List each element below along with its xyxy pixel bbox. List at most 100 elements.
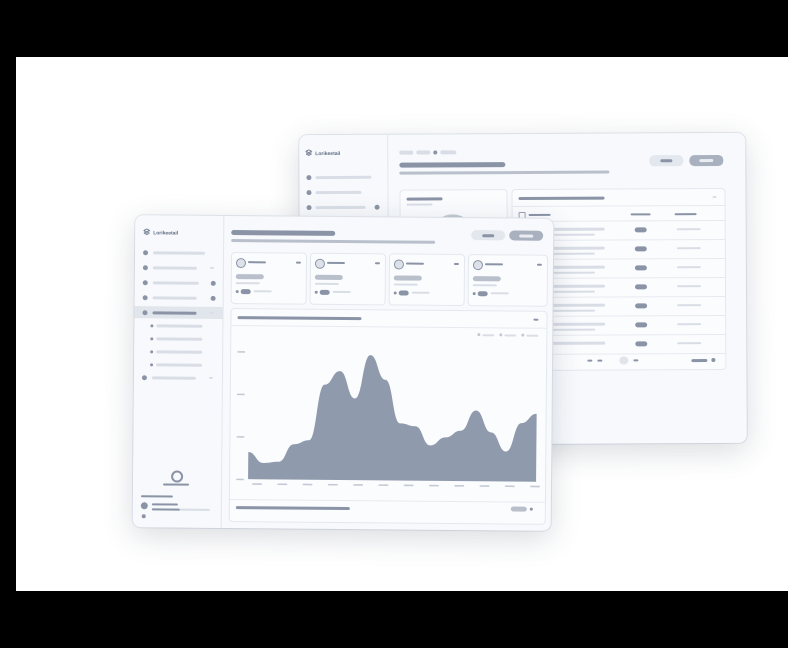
back-col-header-3[interactable] xyxy=(674,213,697,216)
back-col-header-2[interactable] xyxy=(630,213,651,216)
chart-menu-icon[interactable] xyxy=(533,318,539,321)
trend-badge xyxy=(240,289,251,295)
back-page-subtitle xyxy=(399,170,610,175)
legend-marker-2 xyxy=(499,333,503,337)
subnav-item-2[interactable] xyxy=(156,337,203,341)
stat-title xyxy=(326,261,345,265)
back-row-cell xyxy=(548,246,605,250)
more-icon[interactable] xyxy=(374,262,380,265)
back-table-menu[interactable] xyxy=(712,195,717,199)
back-page-next[interactable] xyxy=(711,357,716,363)
nav-badge xyxy=(210,280,216,286)
subnav-bullet xyxy=(150,324,154,328)
back-breadcrumb-3[interactable] xyxy=(440,150,457,155)
logout-icon[interactable] xyxy=(141,514,146,519)
more-icon[interactable] xyxy=(536,263,542,266)
nav-item-5[interactable] xyxy=(151,376,196,380)
back-brand: Lorikeetail xyxy=(305,149,340,158)
back-row-cell xyxy=(549,303,606,307)
back-breadcrumb-2[interactable] xyxy=(416,150,431,155)
back-dashboard-window: Lorikeetail xyxy=(299,132,747,446)
nav-icon xyxy=(141,375,147,381)
nav-icon xyxy=(143,250,149,256)
nav-item-1[interactable] xyxy=(153,251,206,255)
trend-badge xyxy=(477,291,488,297)
trend-text xyxy=(411,291,430,294)
x-tick-label xyxy=(530,485,541,488)
nav-item-4[interactable] xyxy=(152,296,197,300)
chart-footer-link[interactable] xyxy=(510,506,527,512)
back-page-prev[interactable] xyxy=(587,359,593,362)
back-nav-item[interactable] xyxy=(315,190,362,195)
back-nav-item[interactable] xyxy=(315,175,372,180)
back-row-badge xyxy=(635,322,648,328)
back-row-badge xyxy=(635,303,648,309)
x-tick-label xyxy=(353,484,364,486)
primary-button[interactable] xyxy=(509,230,544,241)
back-row-cell xyxy=(549,328,596,331)
back-nav-item[interactable] xyxy=(315,205,366,210)
secondary-button-label xyxy=(482,234,495,238)
subnav-bullet xyxy=(150,363,154,367)
back-page-size[interactable] xyxy=(691,359,708,363)
back-row-cell xyxy=(677,323,702,326)
stack-logo-icon xyxy=(142,228,151,237)
back-row-cell xyxy=(676,247,701,250)
x-tick-label xyxy=(479,485,490,487)
x-tick-label xyxy=(428,484,439,487)
more-icon[interactable] xyxy=(453,262,459,266)
back-row-cell xyxy=(549,322,606,326)
secondary-button[interactable] xyxy=(471,230,506,241)
back-row-cell xyxy=(549,290,596,293)
back-card-subtitle xyxy=(406,203,433,206)
back-page-title xyxy=(399,162,506,168)
back-breadcrumb-1[interactable] xyxy=(399,150,414,155)
back-breadcrumb-sep xyxy=(433,150,438,155)
back-col-header-1[interactable] xyxy=(528,213,551,216)
front-brand-name: Lorikeetail xyxy=(153,229,179,237)
stat-icon xyxy=(314,258,325,269)
y-tick-label xyxy=(236,478,245,481)
nav-badge xyxy=(210,295,216,301)
back-row-cell xyxy=(548,233,595,236)
subnav-item-4[interactable] xyxy=(156,363,203,367)
subnav-bullet xyxy=(150,350,154,354)
x-tick-label xyxy=(277,483,288,486)
back-nav-icon xyxy=(306,205,312,211)
back-page-current[interactable] xyxy=(619,356,629,365)
back-nav-icon xyxy=(306,175,312,181)
y-tick-label xyxy=(237,351,246,353)
chart-card xyxy=(228,308,548,525)
back-brand-name: Lorikeetail xyxy=(315,150,341,157)
stack-logo-icon xyxy=(305,149,313,158)
help-icon xyxy=(171,470,184,483)
back-page-num[interactable] xyxy=(633,359,639,362)
back-secondary-button[interactable] xyxy=(649,155,684,167)
back-row-cell xyxy=(548,227,605,231)
subnav-item-1[interactable] xyxy=(156,324,203,328)
subnav-item-3[interactable] xyxy=(156,350,203,354)
arrow-right-icon[interactable] xyxy=(529,507,533,511)
avatar[interactable] xyxy=(140,502,148,510)
trend-icon xyxy=(235,290,239,294)
trend-icon xyxy=(314,290,318,294)
nav-item-3[interactable] xyxy=(152,281,199,285)
nav-icon xyxy=(142,265,148,271)
back-row-cell xyxy=(548,252,595,255)
more-icon[interactable] xyxy=(295,261,301,264)
front-sidebar: Lorikeetail xyxy=(132,215,225,528)
back-primary-button[interactable] xyxy=(689,154,724,167)
nav-item-2[interactable] xyxy=(152,266,197,270)
nav-item-active[interactable] xyxy=(134,306,223,319)
chevron-up-icon[interactable] xyxy=(209,311,214,314)
trend-text xyxy=(332,290,351,294)
back-row-badge xyxy=(635,341,648,347)
chevron-down-icon[interactable] xyxy=(209,266,214,269)
stat-value xyxy=(314,274,343,280)
back-card-title xyxy=(406,197,443,201)
back-page-num[interactable] xyxy=(597,359,603,362)
stat-caption xyxy=(314,282,339,285)
chevron-down-icon[interactable] xyxy=(208,376,213,379)
stat-caption xyxy=(393,283,418,286)
user-section-label xyxy=(140,495,173,498)
